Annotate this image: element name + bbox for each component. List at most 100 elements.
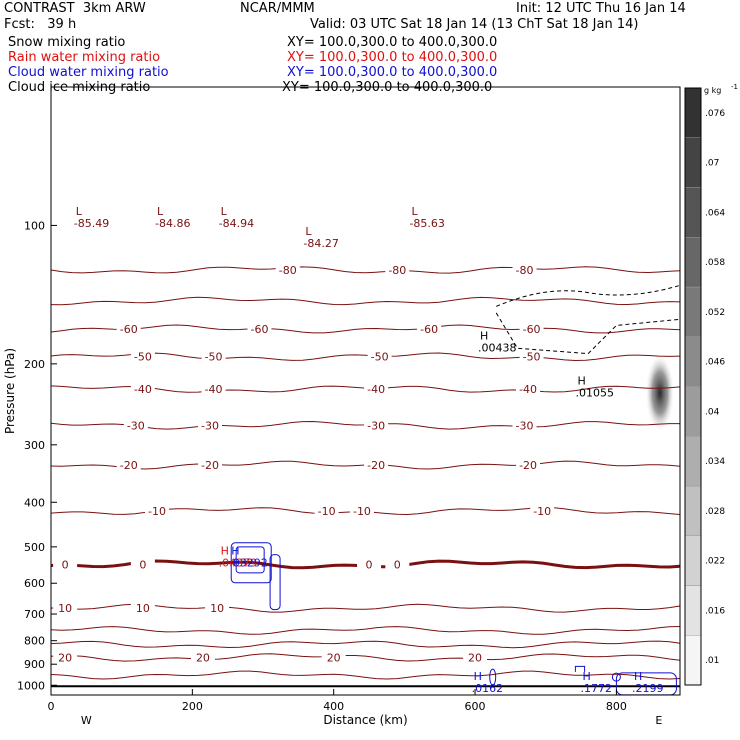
cloud-water-contour bbox=[235, 546, 265, 574]
field-xy-rain: XY= 100.0,300.0 to 400.0,300.0 bbox=[287, 50, 498, 65]
contour-label: 10 bbox=[136, 602, 150, 615]
extremum-value: -84.86 bbox=[155, 217, 190, 230]
colorbar-tick-label: .022 bbox=[705, 557, 725, 567]
contour-line bbox=[50, 670, 681, 680]
contour-line bbox=[50, 653, 681, 662]
contour-label-bg bbox=[519, 323, 544, 335]
contour-label-bg bbox=[205, 602, 230, 614]
colorbar-tick-label: .016 bbox=[705, 606, 725, 616]
colorbar-tick-label: .034 bbox=[705, 457, 725, 467]
contour-label-bg bbox=[53, 558, 78, 570]
colorbar-tick-label: .01 bbox=[705, 656, 719, 666]
contour-label-bg bbox=[201, 383, 226, 395]
y-tick-label: 100 bbox=[24, 219, 45, 232]
contour-label: -50 bbox=[134, 351, 152, 364]
colorbar-tick-label: .07 bbox=[705, 159, 719, 169]
contour-label: 0 bbox=[62, 558, 69, 571]
contour-label: 20 bbox=[468, 651, 482, 664]
field-name-rain: Rain water mixing ratio bbox=[8, 50, 161, 65]
model-title: CONTRAST 3km ARW bbox=[4, 1, 146, 16]
contour-label: -30 bbox=[127, 419, 145, 432]
extremum-value: .03292 bbox=[229, 557, 268, 570]
contour-label: -50 bbox=[205, 351, 223, 364]
extremum-letter: H bbox=[480, 329, 488, 342]
colorbar-tick-label: .058 bbox=[705, 258, 725, 268]
colorbar-segment bbox=[684, 635, 702, 686]
extremum-value: .2199 bbox=[632, 682, 664, 695]
contour-label: -40 bbox=[519, 383, 537, 396]
colorbar-segment bbox=[684, 585, 702, 636]
field-xy-snow: XY= 100.0,300.0 to 400.0,300.0 bbox=[287, 35, 498, 50]
contour-label: -20 bbox=[201, 459, 219, 472]
valid-time: Valid: 03 UTC Sat 18 Jan 14 (13 ChT Sat … bbox=[310, 17, 639, 32]
contour-label-bg bbox=[130, 602, 155, 614]
x-tick-label: 200 bbox=[182, 700, 203, 713]
colorbar-segment bbox=[684, 237, 702, 288]
contour-label: -10 bbox=[353, 505, 371, 518]
cloud-water-contour bbox=[611, 672, 621, 682]
field-name-cloud-water: Cloud water mixing ratio bbox=[8, 65, 169, 80]
contour-label: 20 bbox=[58, 651, 72, 664]
endpoint-label-west: W bbox=[81, 714, 92, 727]
contour-label-bg bbox=[247, 323, 272, 335]
contour-label: -30 bbox=[367, 419, 385, 432]
endpoint-label-east: E bbox=[655, 714, 662, 727]
extremum-letter: L bbox=[221, 205, 228, 218]
contour-label: -60 bbox=[120, 323, 138, 336]
extremum-letter: H bbox=[578, 375, 586, 388]
extremum-letter: L bbox=[305, 225, 312, 238]
contour-label: 10 bbox=[58, 602, 72, 615]
y-tick-label: 700 bbox=[24, 608, 45, 621]
colorbar-tick-label: .052 bbox=[705, 308, 725, 318]
contour-label: -80 bbox=[516, 264, 534, 277]
contour-line bbox=[50, 266, 681, 274]
x-tick-label: 800 bbox=[606, 700, 627, 713]
cloud-water-contour bbox=[489, 668, 497, 686]
colorbar-frame bbox=[684, 87, 702, 686]
contour-label: -60 bbox=[420, 323, 438, 336]
contour-label-bg bbox=[367, 350, 392, 362]
init-time: Init: 12 UTC Thu 16 Jan 14 bbox=[516, 1, 686, 16]
contour-label-bg bbox=[364, 419, 389, 431]
misc-features bbox=[51, 284, 681, 696]
field-name-snow: Snow mixing ratio bbox=[8, 35, 126, 50]
contour-label-bg bbox=[314, 505, 339, 517]
colorbar-unit: g kg bbox=[704, 86, 721, 95]
contour-label: -20 bbox=[519, 459, 537, 472]
extremum-value: -85.49 bbox=[74, 217, 109, 230]
contour-label: -20 bbox=[120, 459, 138, 472]
contour-label: -50 bbox=[523, 351, 541, 364]
colorbar-segment bbox=[684, 436, 702, 487]
colorbar-tick-label: .046 bbox=[705, 358, 725, 368]
extrema-labels: L-85.49L-84.86L-84.94L-84.27L-85.63H.004… bbox=[74, 205, 664, 695]
extremum-letter: H bbox=[221, 545, 229, 558]
contour-label-bg bbox=[275, 263, 300, 275]
contour-label-bg bbox=[116, 459, 141, 471]
contour-line bbox=[50, 352, 681, 362]
extremum-letter: H bbox=[231, 545, 239, 558]
contour-label: -10 bbox=[318, 505, 336, 518]
contour-label-bg bbox=[198, 459, 223, 471]
contour-label: -60 bbox=[523, 323, 541, 336]
contour-label-bg bbox=[463, 651, 488, 663]
contour-label-bg bbox=[201, 350, 226, 362]
temperature-contours: -80 -80 -80 -60 -60 -60 -60 -50 -50 -50 -50 -40 -40 -… bbox=[50, 263, 681, 680]
extremum-value: -84.27 bbox=[303, 237, 338, 250]
extremum-value: .01055 bbox=[576, 387, 615, 400]
contour-label: -40 bbox=[134, 383, 152, 396]
snow-max-shading bbox=[645, 354, 674, 431]
contour-label-bg bbox=[349, 505, 374, 517]
contour-label: -20 bbox=[367, 459, 385, 472]
contour-label-bg bbox=[512, 263, 537, 275]
contour-label: 10 bbox=[210, 602, 224, 615]
contour-label-bg bbox=[385, 263, 410, 275]
contour-label-bg bbox=[116, 323, 141, 335]
y-tick-label: 300 bbox=[24, 439, 45, 452]
contour-label: -30 bbox=[201, 419, 219, 432]
extremum-value: .00438 bbox=[478, 341, 517, 354]
contour-label: -10 bbox=[148, 505, 166, 518]
extremum-value: -84.94 bbox=[219, 217, 254, 230]
contour-label-bg bbox=[516, 459, 541, 471]
